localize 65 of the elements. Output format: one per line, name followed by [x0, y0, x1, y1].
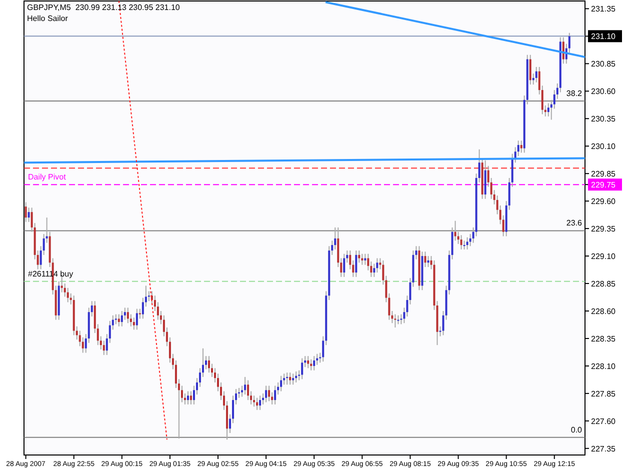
candlestick	[280, 375, 282, 392]
candlestick	[24, 202, 27, 222]
candlestick	[190, 390, 192, 405]
candlestick	[274, 385, 276, 405]
candlestick	[466, 236, 468, 250]
y-tick-label: 229.60	[591, 197, 616, 206]
candlestick	[118, 314, 120, 327]
candlestick	[394, 314, 396, 328]
candlestick	[358, 250, 360, 264]
ref-line-label: Daily Pivot	[28, 172, 67, 182]
candlestick	[460, 234, 462, 250]
candlestick	[247, 380, 250, 401]
candlestick	[376, 258, 378, 274]
candlestick	[301, 358, 304, 380]
candlestick	[208, 356, 210, 374]
y-tick-label: 229.35	[591, 224, 616, 234]
candlestick	[28, 207, 30, 222]
candlestick	[361, 253, 364, 266]
candlestick	[132, 317, 135, 330]
candlestick	[244, 376, 246, 396]
y-tick-label: 230.35	[591, 114, 616, 124]
candlestick	[424, 251, 426, 268]
y-tick-label: 230.85	[591, 60, 616, 69]
y-tick-label: 231.10	[591, 32, 616, 42]
y-tick-label: 231.35	[591, 4, 616, 14]
candlestick	[259, 395, 262, 410]
annotation: 38.2	[566, 89, 583, 98]
y-tick-label: 228.10	[591, 362, 616, 371]
candlestick	[454, 220, 456, 242]
y-tick-label: 227.35	[591, 444, 616, 454]
text: Hello Sailor	[27, 14, 68, 23]
candlestick	[265, 385, 268, 403]
candlestick	[364, 253, 366, 266]
candlestick	[535, 66, 538, 83]
candlestick	[289, 372, 292, 386]
y-tick-label: 230.60	[591, 87, 616, 96]
candlestick	[126, 307, 129, 324]
candlestick	[355, 250, 358, 278]
candlestick	[313, 356, 316, 371]
y-tick-label: 230.10	[591, 142, 616, 152]
candlestick	[520, 140, 522, 154]
candlestick	[268, 385, 270, 402]
y-tick-label: 227.60	[591, 416, 616, 426]
chart-title: GBPJPY,M5 230.99 231.13 230.95 231.10	[27, 3, 180, 12]
y-tick-label: 228.85	[591, 280, 616, 289]
y-tick-label: 227.85	[591, 389, 616, 398]
candlestick	[186, 390, 189, 405]
y-tick-label: 229.10	[591, 252, 616, 262]
y-tick-label: 229.85	[591, 170, 616, 179]
y-tick-label: 229.75	[591, 180, 616, 190]
candlestick	[442, 310, 444, 336]
candlestick	[138, 308, 141, 320]
candlestick	[102, 340, 105, 356]
candlestick	[66, 287, 69, 303]
candlestick	[120, 310, 123, 327]
candlestick	[547, 102, 550, 117]
candlestick	[307, 356, 310, 369]
candlestick	[343, 253, 346, 278]
annotation: 23.6	[566, 218, 583, 228]
candlestick	[136, 308, 138, 330]
y-tick-label: 228.60	[591, 306, 616, 316]
annotation: 0.0	[570, 425, 583, 434]
candlestick	[529, 54, 532, 86]
candlestick	[256, 397, 258, 410]
y-tick-label: 228.35	[591, 334, 616, 344]
